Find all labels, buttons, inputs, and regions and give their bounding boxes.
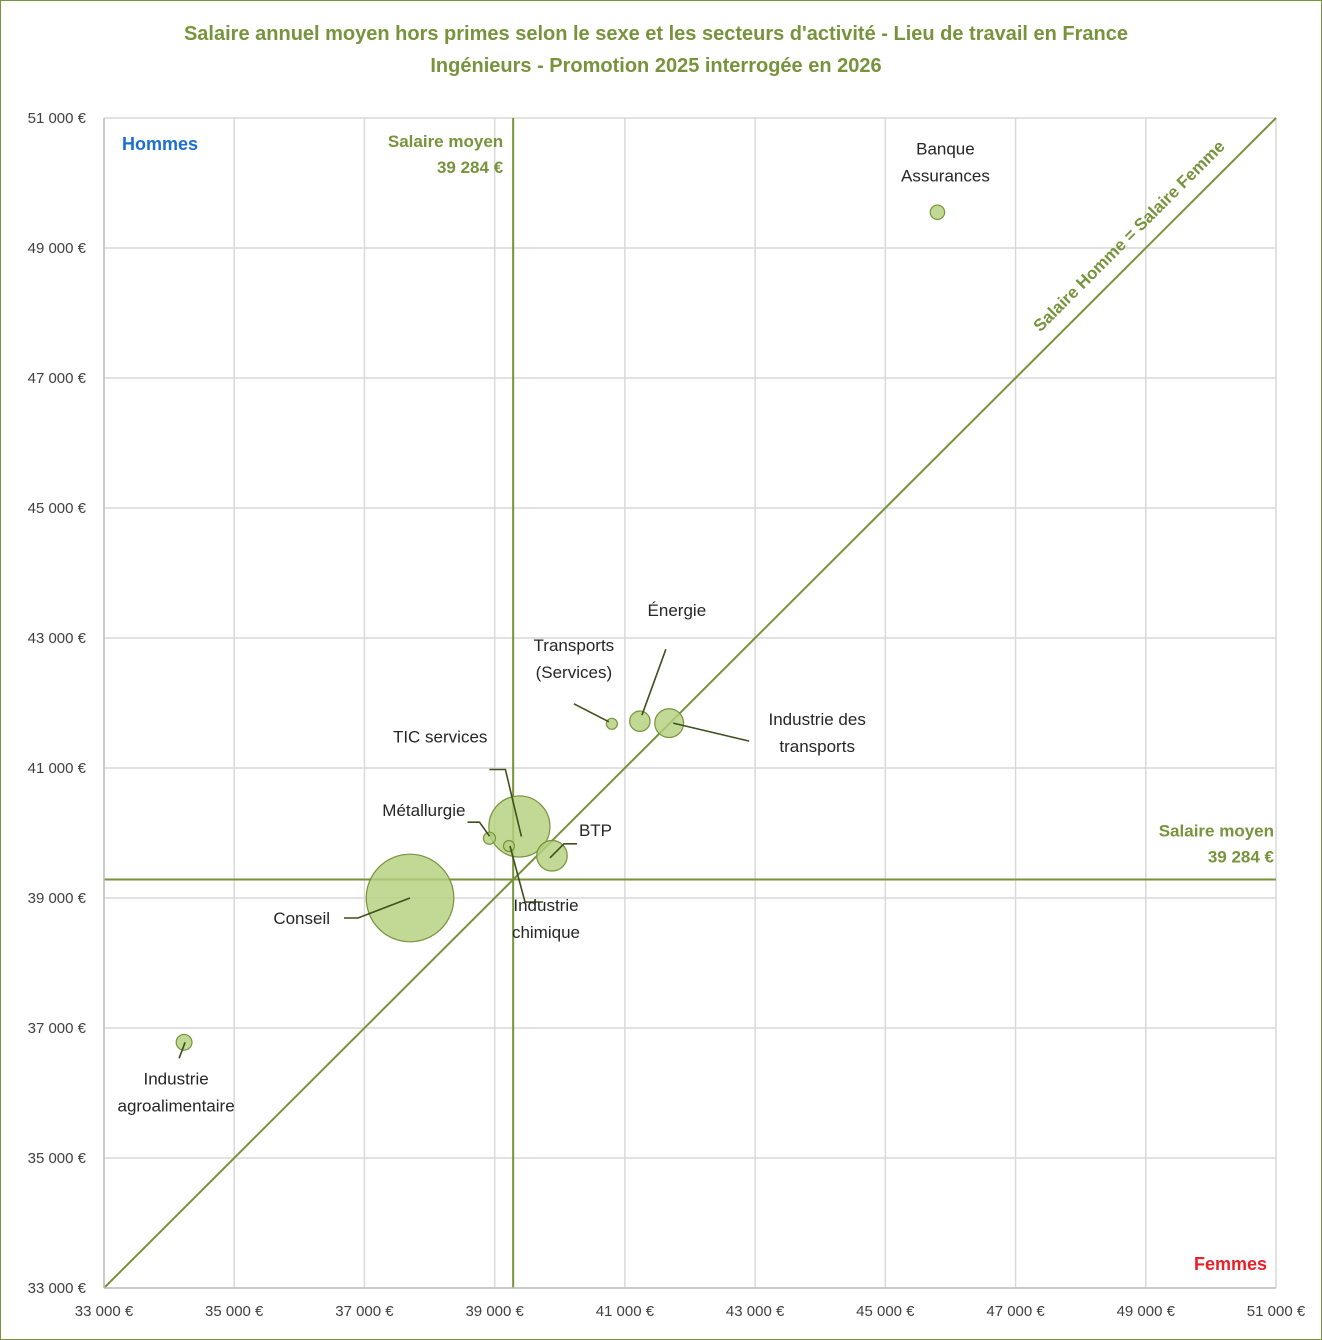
point-label: agroalimentaire [117,1096,234,1115]
point-label: chimique [512,923,580,942]
reference-lines: Salaire Homme = Salaire Femme Salaire moy… [103,117,1277,1289]
y-tick-label: 51 000 € [28,110,87,127]
leader-line [178,1042,186,1059]
y-tick-label: 41 000 € [28,760,87,777]
point-label: Industrie des [768,710,865,729]
y-tick-label: 49 000 € [28,240,87,257]
bubble [929,204,946,221]
x-tick-label: 35 000 € [205,1303,264,1320]
point-label: TIC services [393,728,487,747]
y-tick-label: 47 000 € [28,370,87,387]
leader-line [509,845,543,903]
point-label: Métallurgie [382,801,465,820]
bubble [482,831,497,845]
point-label: Industrie [513,896,578,915]
x-tick-label: 51 000 € [1247,1303,1306,1320]
leader-line [573,703,610,723]
point-label: (Services) [536,663,613,682]
point-label: BTP [579,821,612,840]
y-tick-label: 43 000 € [28,630,87,647]
leader-line [673,722,750,742]
mean-horizontal-label-value: 39 284 € [1208,848,1275,867]
leader-line [489,768,523,837]
bubble [502,839,516,853]
x-tick-label: 43 000 € [726,1303,785,1320]
x-tick-label: 45 000 € [856,1303,915,1320]
y-tick-label: 37 000 € [28,1020,87,1037]
leader-line [641,648,667,716]
gridlines [103,117,1277,1289]
y-axis-name: Hommes [122,134,198,154]
point-label: Assurances [901,166,990,185]
equality-diagonal-line [103,117,1277,1289]
point-label: Industrie [143,1069,208,1088]
x-tick-label: 49 000 € [1117,1303,1176,1320]
x-tick-label: 41 000 € [596,1303,655,1320]
leader-line [344,897,411,919]
chart-title: Salaire annuel moyen hors primes selon l… [184,23,1128,45]
leader-line [467,821,491,837]
point-label: transports [779,737,855,756]
point-label: Transports [534,636,615,655]
x-axis-name: Femmes [1194,1254,1267,1274]
point-labels: Banque Assurances Énergie Transports (Servic… [117,139,989,1115]
y-tick-label: 39 000 € [28,890,87,907]
y-tick-label: 45 000 € [28,500,87,517]
point-label: Énergie [648,601,707,620]
y-tick-label: 33 000 € [28,1280,87,1297]
chart-subtitle: Ingénieurs - Promotion 2025 interrogée e… [430,55,881,77]
x-tick-label: 37 000 € [335,1303,394,1320]
bubble [629,710,651,732]
mean-horizontal-label-title: Salaire moyen [1159,822,1274,841]
mean-vertical-label-value: 39 284 € [437,158,504,177]
tick-labels: 33 000 € 35 000 € 37 000 € 39 000 € 41 000 €… [28,110,1306,1320]
bubble [654,708,685,739]
mean-vertical-label-title: Salaire moyen [388,132,503,151]
point-label: Banque [916,139,975,158]
bubbles [175,204,946,1051]
x-tick-label: 39 000 € [465,1303,524,1320]
leader-line [549,842,577,859]
x-tick-label: 33 000 € [75,1303,134,1320]
equality-line-label: Salaire Homme = Salaire Femme [1030,137,1229,336]
y-tick-label: 35 000 € [28,1150,87,1167]
x-tick-label: 47 000 € [986,1303,1045,1320]
bubble [365,853,455,943]
point-label: Conseil [273,909,330,928]
bubble [175,1033,193,1051]
bubble [605,717,618,730]
